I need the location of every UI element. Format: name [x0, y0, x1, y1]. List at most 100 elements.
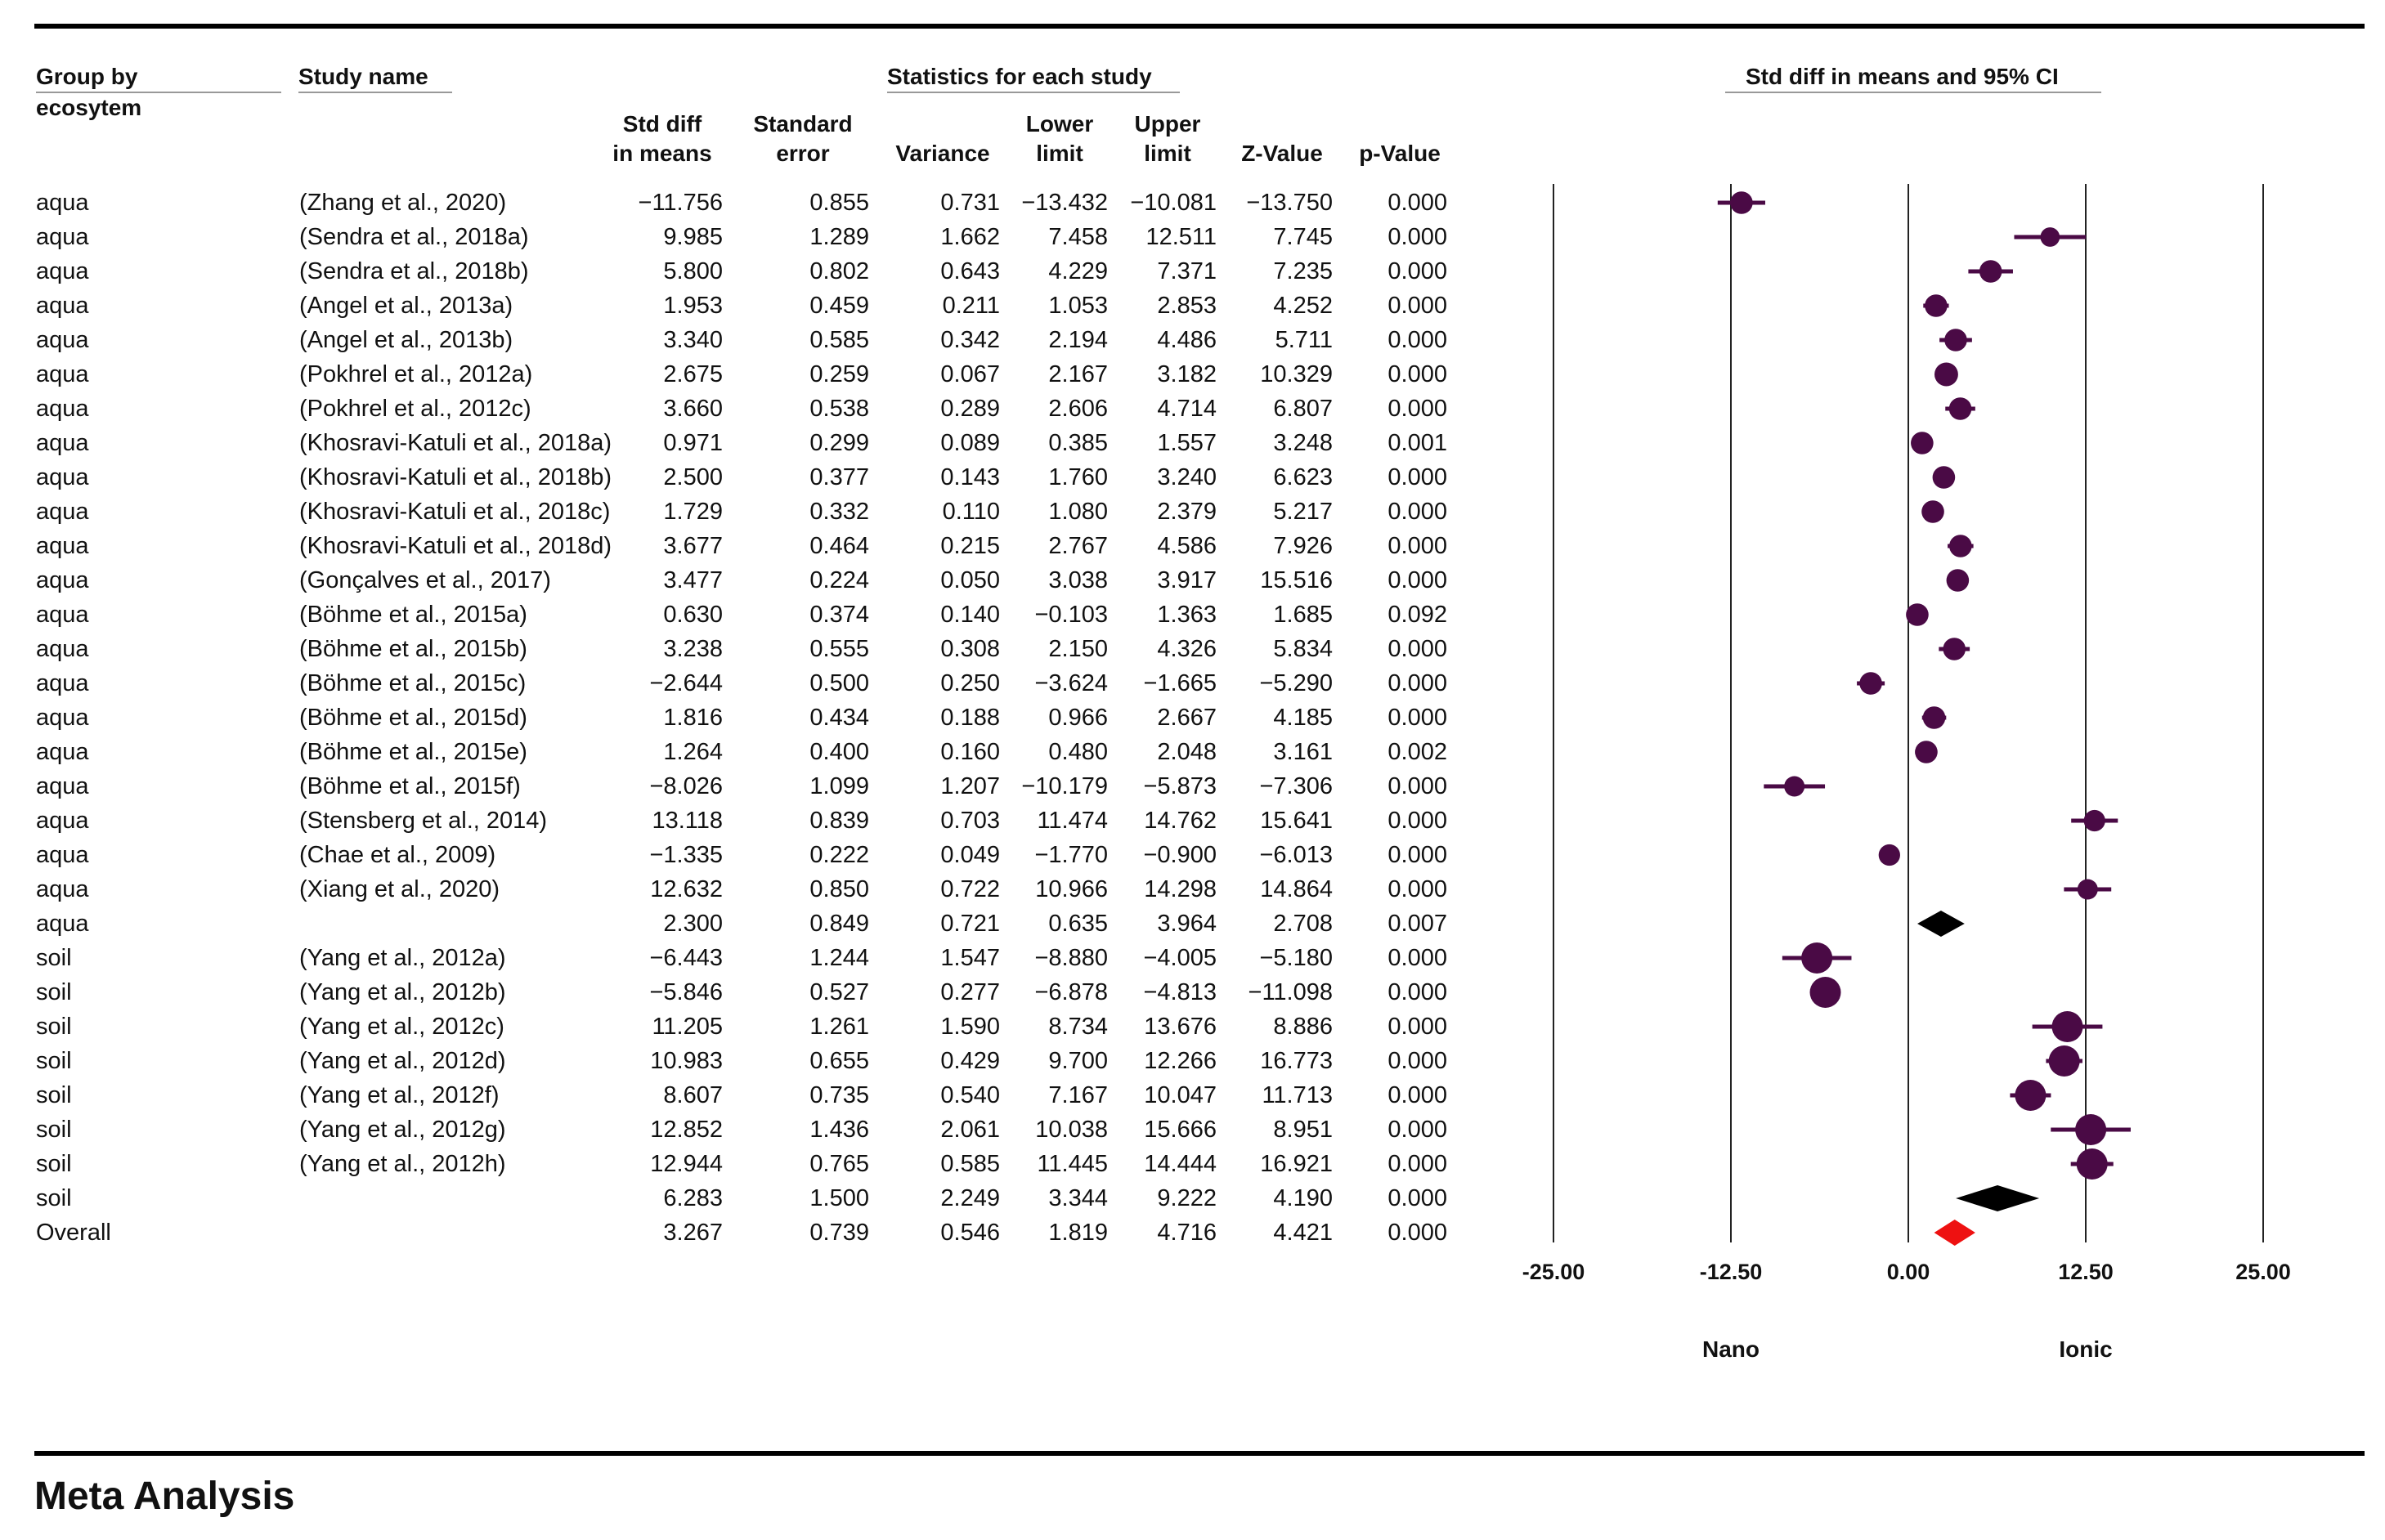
row-study-name: (Böhme et al., 2015f) — [299, 773, 521, 799]
column-header-lower-line1: Lower — [1025, 111, 1094, 137]
row-z: −13.750 — [1246, 190, 1333, 216]
row-lower: 8.734 — [1048, 1014, 1108, 1040]
row-p: 0.000 — [1388, 1082, 1447, 1108]
column-header-z-line2: Z-Value — [1241, 141, 1323, 166]
column-header-p-line2: p-Value — [1359, 141, 1441, 166]
row-study-name: (Yang et al., 2012b) — [299, 979, 506, 1005]
row-var: 0.643 — [940, 258, 1000, 284]
row-upper: 10.047 — [1144, 1082, 1217, 1108]
study-point — [1859, 672, 1882, 695]
row-std-diff: 11.205 — [652, 1014, 723, 1040]
page-title: Meta Analysis — [34, 1475, 295, 1518]
study-point — [1906, 603, 1929, 626]
row-std-diff: 2.675 — [663, 361, 723, 387]
row-z: 1.685 — [1273, 602, 1333, 628]
row-group: aqua — [36, 464, 89, 490]
row-upper: −10.081 — [1130, 190, 1217, 216]
row-study-name: (Pokhrel et al., 2012a) — [299, 361, 533, 387]
row-lower: 2.767 — [1048, 533, 1108, 559]
row-group: aqua — [36, 670, 89, 696]
row-std-diff: 12.852 — [650, 1117, 723, 1143]
row-group: aqua — [36, 327, 89, 353]
row-group: aqua — [36, 705, 89, 731]
row-var: 0.731 — [940, 190, 1000, 216]
row-se: 1.244 — [809, 945, 869, 971]
row-lower: 7.458 — [1048, 224, 1108, 250]
row-std-diff: 0.971 — [663, 430, 723, 456]
row-std-diff: 13.118 — [652, 808, 723, 834]
row-var: 0.160 — [940, 739, 1000, 765]
study-point — [1925, 294, 1948, 317]
row-lower: 11.474 — [1037, 808, 1108, 834]
row-se: 0.839 — [809, 808, 869, 834]
study-point — [1809, 977, 1841, 1008]
row-se: 0.222 — [809, 842, 869, 868]
axis-right-label: Ionic — [2059, 1336, 2112, 1362]
row-lower: 1.819 — [1048, 1220, 1108, 1246]
row-std-diff: 9.985 — [663, 224, 723, 250]
row-study-name: (Xiang et al., 2020) — [299, 876, 500, 902]
row-upper: 4.716 — [1157, 1220, 1217, 1246]
row-var: 0.211 — [942, 293, 1000, 319]
row-se: 0.377 — [809, 464, 869, 490]
row-z: −5.290 — [1259, 670, 1333, 696]
row-p: 0.000 — [1388, 327, 1447, 353]
row-study-name: (Khosravi-Katuli et al., 2018c) — [299, 499, 611, 525]
row-lower: 7.167 — [1048, 1082, 1108, 1108]
row-lower: 2.606 — [1048, 396, 1108, 422]
row-study-name: (Böhme et al., 2015d) — [299, 705, 527, 731]
row-group: aqua — [36, 876, 89, 902]
row-z: −6.013 — [1259, 842, 1333, 868]
row-group: aqua — [36, 224, 89, 250]
row-std-diff: 3.677 — [663, 533, 723, 559]
row-var: 0.215 — [940, 533, 1000, 559]
row-upper: 4.326 — [1157, 636, 1217, 662]
row-se: 1.099 — [809, 773, 869, 799]
row-group: aqua — [36, 911, 89, 937]
row-z: −5.180 — [1259, 945, 1333, 971]
subgroup-diamond — [1917, 911, 1965, 937]
row-upper: −4.813 — [1143, 979, 1217, 1005]
row-p: 0.000 — [1388, 1220, 1447, 1246]
row-z: 6.623 — [1273, 464, 1333, 490]
study-point — [2015, 1080, 2047, 1111]
row-lower: 0.480 — [1048, 739, 1108, 765]
row-lower: 11.445 — [1037, 1151, 1108, 1177]
study-point — [1979, 260, 2002, 283]
row-p: 0.007 — [1388, 911, 1447, 937]
row-lower: −13.432 — [1021, 190, 1108, 216]
row-se: 0.538 — [809, 396, 869, 422]
row-z: 11.713 — [1262, 1082, 1333, 1108]
row-group: aqua — [36, 190, 89, 216]
row-z: 5.711 — [1275, 327, 1333, 353]
row-var: 0.342 — [940, 327, 1000, 353]
row-group: soil — [36, 1014, 72, 1040]
row-study-name: (Böhme et al., 2015a) — [299, 602, 527, 628]
row-study-name: (Khosravi-Katuli et al., 2018d) — [299, 533, 612, 559]
row-upper: 12.511 — [1145, 224, 1217, 250]
row-z: 8.886 — [1273, 1014, 1333, 1040]
row-std-diff: 2.300 — [663, 911, 723, 937]
row-lower: 2.167 — [1048, 361, 1108, 387]
row-se: 1.436 — [809, 1117, 869, 1143]
row-p: 0.002 — [1388, 739, 1447, 765]
row-z: 16.773 — [1260, 1048, 1333, 1074]
row-upper: 4.714 — [1157, 396, 1217, 422]
column-header-std_diff-line1: Std diff — [622, 111, 702, 137]
row-p: 0.000 — [1388, 190, 1447, 216]
row-z: 6.807 — [1273, 396, 1333, 422]
row-se: 0.527 — [809, 979, 869, 1005]
row-study-name: (Yang et al., 2012c) — [299, 1014, 504, 1040]
row-lower: 0.385 — [1048, 430, 1108, 456]
row-lower: −10.179 — [1021, 773, 1108, 799]
study-point — [1878, 844, 1900, 866]
row-var: 0.429 — [940, 1048, 1000, 1074]
row-std-diff: −6.443 — [649, 945, 723, 971]
row-upper: 2.667 — [1157, 705, 1217, 731]
row-group: aqua — [36, 533, 89, 559]
row-var: 2.061 — [940, 1117, 1000, 1143]
row-p: 0.000 — [1388, 567, 1447, 593]
row-var: 0.089 — [940, 430, 1000, 456]
row-study-name: (Yang et al., 2012f) — [299, 1082, 500, 1108]
row-z: 4.185 — [1273, 705, 1333, 731]
